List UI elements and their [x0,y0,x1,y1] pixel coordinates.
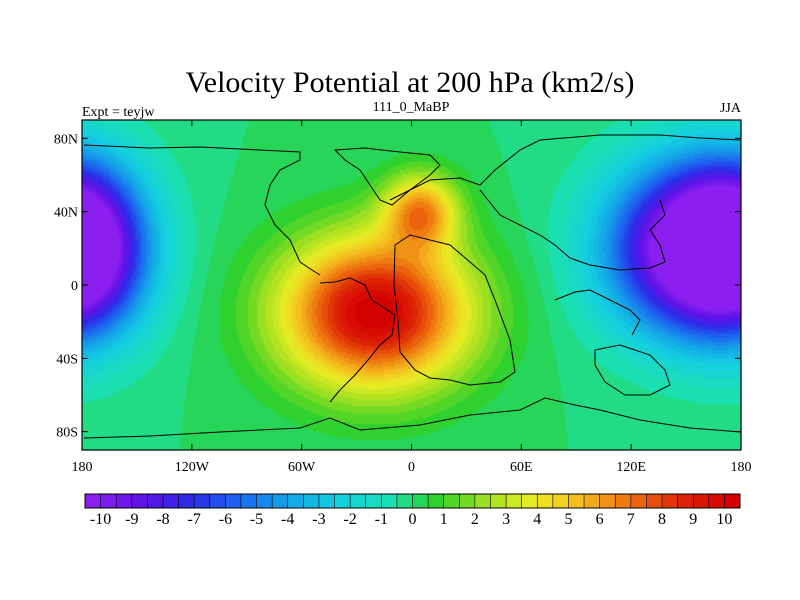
colorbar-box [552,494,569,508]
colorbar-box [365,494,382,508]
colorbar-label: 5 [565,511,573,528]
colorbar-box [443,494,460,508]
colorbar-box [677,494,694,508]
map-tick-marks [81,120,742,450]
x-tick-label: 0 [408,460,415,475]
colorbar-box [490,494,507,508]
colorbar-label: -8 [156,511,169,528]
x-tick-label: 180 [72,460,93,475]
colorbar-box [630,494,647,508]
contour-map [81,119,742,451]
colorbar-label: 4 [533,511,541,528]
colorbar-boxes [84,493,741,509]
colorbar-box [85,494,101,508]
colorbar-labels: -10 -9 -8 -7 -6 -5 -4 -3 -2 -1 0 1 2 3 4 5 6 7 8 9 10 [90,511,732,528]
colorbar-box [428,494,445,508]
coastline-maritime [554,289,641,336]
colorbar-box [599,494,616,508]
colorbar-label: 6 [596,511,604,528]
coastline-eurasia [389,134,741,271]
coastline-antarctica [83,397,742,439]
colorbar-label: 9 [689,511,697,528]
colorbar-label: 0 [409,511,417,528]
colorbar-box [537,494,554,508]
coastline-australia [594,344,671,396]
coastline-africa [393,234,516,386]
colorbar-label: -10 [90,511,111,528]
colorbar-box [381,494,398,508]
x-axis-tick-labels: 180 120W 60W 0 60E 120E 180 [72,460,752,475]
colorbar-label: -4 [281,511,294,528]
colorbar-box [521,494,538,508]
colorbar-label: 8 [658,511,666,528]
subtitle-left: Expt = teyjw [82,105,155,120]
colorbar-box [350,494,367,508]
x-tick-label: 60W [288,460,316,475]
colorbar-label: -7 [188,511,201,528]
colorbar-box [131,494,148,508]
colorbar-box [459,494,476,508]
colorbar-box [116,494,133,508]
colorbar-label: -1 [375,511,388,528]
x-tick-label: 120W [175,460,210,475]
colorbar-label: -3 [312,511,325,528]
colorbar-label: 7 [627,511,635,528]
y-tick-label: 80N [54,132,78,147]
colorbar-box [474,494,491,508]
colorbar: -10 -9 -8 -7 -6 -5 -4 -3 -2 -1 0 1 2 3 4 5 6 7 8 9 10 [84,493,741,528]
chart-title-group: Velocity Potential at 200 hPa (km2/s) Ex… [82,66,742,120]
colorbar-box [240,494,257,508]
y-tick-label: 80S [56,426,78,441]
colorbar-box [209,494,226,508]
x-tick-label: 180 [731,460,752,475]
continent-outlines [83,134,742,439]
colorbar-box [194,494,211,508]
colorbar-box [412,494,429,508]
coastline-north-america [83,144,321,276]
colorbar-label: -9 [125,511,138,528]
colorbar-box [396,494,413,508]
colorbar-box [303,494,320,508]
colorbar-box [506,494,523,508]
colorbar-label: -5 [250,511,263,528]
colorbar-box [615,494,632,508]
colorbar-box [256,494,273,508]
colorbar-label: 2 [471,511,479,528]
colorbar-label: -2 [343,511,356,528]
colorbar-box [287,494,304,508]
colorbar-box [272,494,289,508]
coastline-south-america [319,277,396,403]
colorbar-box [708,494,725,508]
y-tick-label: 40N [54,206,78,221]
colorbar-box [225,494,242,508]
colorbar-label: 1 [440,511,448,528]
colorbar-box [662,494,679,508]
subtitle-right: JJA [720,101,742,116]
colorbar-box [584,494,601,508]
y-tick-label: 0 [71,279,78,294]
x-tick-label: 60E [510,460,533,475]
subtitle-center: 111_0_MaBP [373,100,450,115]
colorbar-box [147,494,164,508]
y-tick-label: 40S [56,352,78,367]
colorbar-label: 3 [502,511,510,528]
velocity-potential-field [82,120,741,450]
colorbar-box [646,494,663,508]
colorbar-box [100,494,117,508]
colorbar-box [568,494,585,508]
colorbar-box [318,494,335,508]
x-tick-label: 120E [616,460,646,475]
colorbar-box [162,494,179,508]
colorbar-label: -6 [219,511,232,528]
colorbar-box [693,494,710,508]
y-axis-tick-labels: 80N 40N 0 40S 80S [54,132,78,440]
colorbar-box [334,494,351,508]
colorbar-box [724,494,741,508]
colorbar-box [178,494,195,508]
colorbar-label: 10 [716,511,732,528]
chart-title: Velocity Potential at 200 hPa (km2/s) [185,66,634,99]
